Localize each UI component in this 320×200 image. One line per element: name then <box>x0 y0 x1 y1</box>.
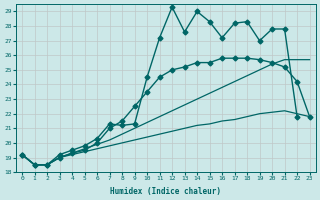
X-axis label: Humidex (Indice chaleur): Humidex (Indice chaleur) <box>110 187 221 196</box>
